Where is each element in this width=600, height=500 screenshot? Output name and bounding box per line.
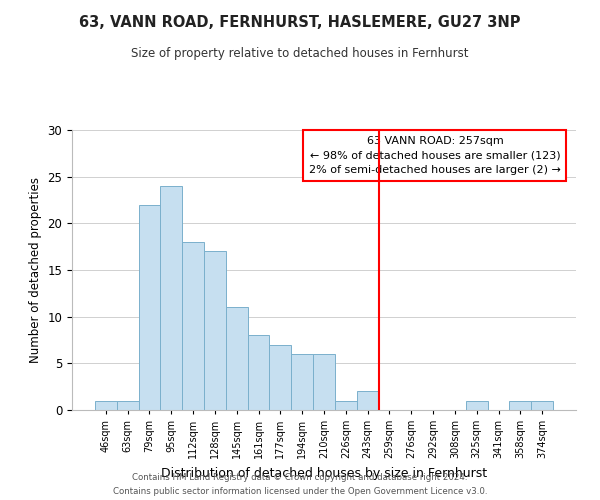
Bar	[509, 400, 531, 410]
Bar	[139, 204, 160, 410]
Bar	[117, 400, 139, 410]
X-axis label: Distribution of detached houses by size in Fernhurst: Distribution of detached houses by size …	[161, 466, 487, 479]
Bar	[531, 400, 553, 410]
Bar	[466, 400, 488, 410]
Bar	[357, 392, 379, 410]
Bar	[248, 336, 269, 410]
Bar	[313, 354, 335, 410]
Text: Contains HM Land Registry data © Crown copyright and database right 2024.: Contains HM Land Registry data © Crown c…	[132, 473, 468, 482]
Bar	[269, 344, 291, 410]
Text: 63 VANN ROAD: 257sqm
← 98% of detached houses are smaller (123)
2% of semi-detac: 63 VANN ROAD: 257sqm ← 98% of detached h…	[309, 136, 561, 175]
Text: 63, VANN ROAD, FERNHURST, HASLEMERE, GU27 3NP: 63, VANN ROAD, FERNHURST, HASLEMERE, GU2…	[79, 15, 521, 30]
Y-axis label: Number of detached properties: Number of detached properties	[29, 177, 42, 363]
Bar	[182, 242, 204, 410]
Bar	[335, 400, 357, 410]
Bar	[204, 252, 226, 410]
Text: Size of property relative to detached houses in Fernhurst: Size of property relative to detached ho…	[131, 48, 469, 60]
Bar	[291, 354, 313, 410]
Bar	[160, 186, 182, 410]
Text: Contains public sector information licensed under the Open Government Licence v3: Contains public sector information licen…	[113, 486, 487, 496]
Bar	[95, 400, 117, 410]
Bar	[226, 308, 248, 410]
